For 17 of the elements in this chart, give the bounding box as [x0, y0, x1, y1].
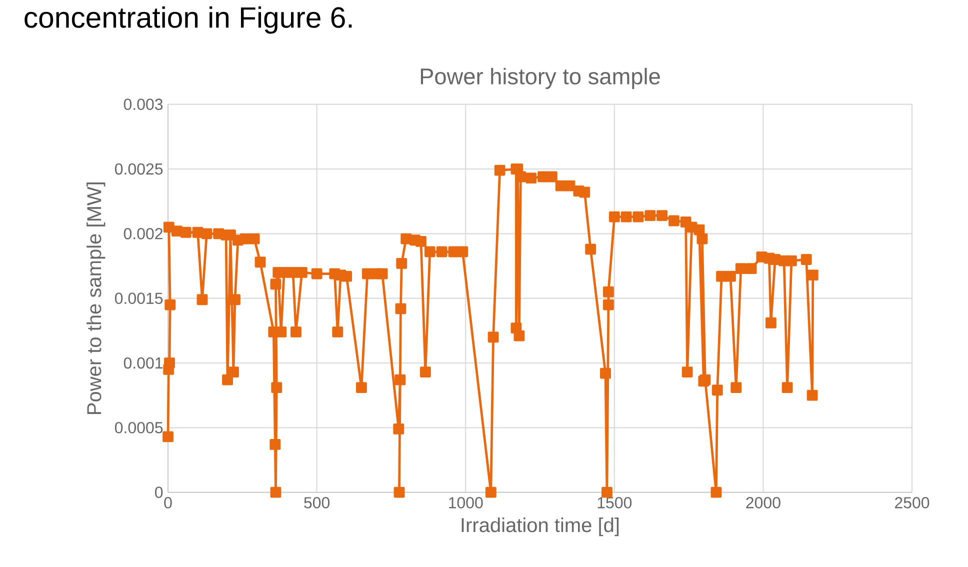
x-tick-label: 2500	[894, 497, 930, 508]
chart-title: Power history to sample	[420, 68, 660, 89]
x-tick-label: 0	[164, 497, 172, 508]
y-tick-label: 0.0025	[114, 163, 163, 175]
y-axis-title: Power to the sample [MW]	[86, 182, 106, 414]
y-tick-label: 0.002	[124, 228, 162, 240]
y-tick-label: 0	[155, 486, 163, 498]
x-tick-label: 1000	[449, 497, 483, 508]
y-tick-label: 0.003	[124, 98, 163, 110]
x-tick-label: 2000	[746, 497, 780, 508]
x-axis-title: Irradiation time [d]	[462, 518, 619, 536]
x-tick-label: 500	[304, 497, 330, 508]
y-tick-label: 0.0015	[114, 292, 163, 304]
y-tick-label: 0.0005	[114, 422, 163, 434]
y-tick-label: 0.001	[124, 357, 163, 369]
x-tick-label: 1500	[598, 497, 632, 508]
text: concentration in Figure 6.	[24, 6, 352, 34]
